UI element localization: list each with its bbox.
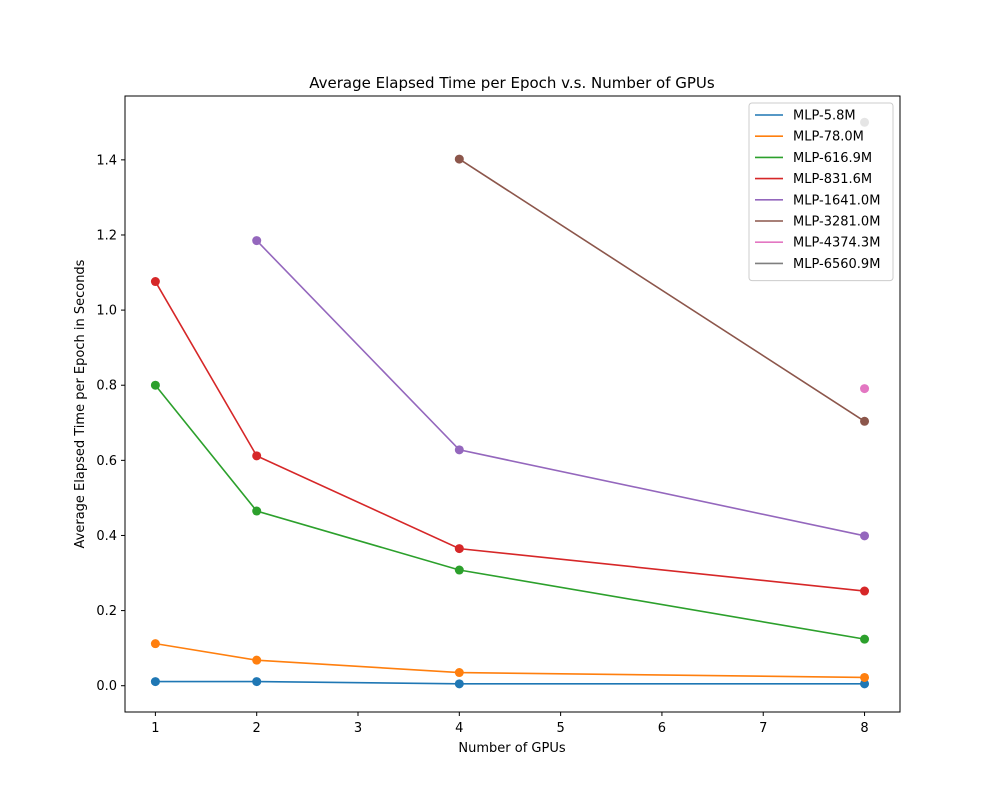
data-point xyxy=(454,679,464,689)
data-point xyxy=(454,544,464,554)
x-tick-label: 4 xyxy=(455,721,463,736)
series-line xyxy=(154,281,865,592)
data-point xyxy=(860,634,870,644)
y-tick-label: 1.4 xyxy=(96,153,117,168)
legend: MLP-5.8M MLP-78.0M MLP-616.9M MLP-831.6M MLP… xyxy=(748,102,894,282)
series-mlp-5-8m xyxy=(150,677,870,689)
data-point xyxy=(150,677,160,687)
legend-entry: MLP-78.0M xyxy=(793,130,864,145)
y-tick-label: 1.2 xyxy=(96,228,117,243)
y-tick-label: 0.2 xyxy=(96,604,117,619)
data-point xyxy=(860,672,870,682)
legend-entry: MLP-5.8M xyxy=(793,109,856,124)
data-point xyxy=(150,639,160,649)
series-line xyxy=(155,642,865,679)
data-point xyxy=(860,531,870,541)
plot-frame xyxy=(124,95,901,713)
data-point xyxy=(252,236,262,246)
data-point xyxy=(860,586,870,596)
x-tick-label: 3 xyxy=(354,721,362,736)
data-point xyxy=(252,677,262,687)
series-line xyxy=(458,158,865,422)
legend-entry: MLP-1641.0M xyxy=(793,193,880,208)
series-line xyxy=(154,384,865,640)
series-mlp-4374-3m xyxy=(860,384,870,394)
series-mlp-1641-0m xyxy=(252,236,870,541)
plot-area xyxy=(150,117,870,689)
x-tick-label: 1 xyxy=(151,721,159,736)
x-tick-label: 6 xyxy=(658,721,666,736)
data-point xyxy=(252,506,262,516)
axis-ticks: 1 2 3 4 5 6 7 8 0.0 0.2 0.4 0.6 0.8 1.0 1.2 1.4 xyxy=(96,153,868,736)
data-point xyxy=(252,451,262,461)
series-mlp-831-6m xyxy=(150,277,870,596)
legend-entry: MLP-4374.3M xyxy=(793,236,880,251)
data-point xyxy=(860,384,870,394)
series-mlp-78-0m xyxy=(150,639,870,682)
y-axis-label: Average Elapsed Time per Epoch in Second… xyxy=(73,259,88,548)
x-axis-label: Number of GPUs xyxy=(458,741,565,756)
legend-entry: MLP-616.9M xyxy=(793,151,872,166)
series-mlp-616-9m xyxy=(150,380,870,644)
legend-entry: MLP-6560.9M xyxy=(793,257,880,272)
y-tick-label: 0.6 xyxy=(96,454,117,469)
series-line xyxy=(155,680,865,685)
data-point xyxy=(454,565,464,575)
y-tick-label: 0.0 xyxy=(96,679,117,694)
y-tick-label: 0.8 xyxy=(96,379,117,394)
data-point xyxy=(860,679,870,689)
x-tick-label: 5 xyxy=(556,721,564,736)
series-mlp-3281-0m xyxy=(454,154,870,426)
data-point xyxy=(454,154,464,164)
data-point xyxy=(454,668,464,678)
y-tick-label: 1.0 xyxy=(96,304,117,319)
legend-entry: MLP-3281.0M xyxy=(793,215,880,230)
legend-entry: MLP-831.6M xyxy=(793,172,872,187)
chart-title: Average Elapsed Time per Epoch v.s. Numb… xyxy=(309,74,715,92)
data-point xyxy=(150,277,160,287)
data-point xyxy=(454,445,464,455)
legend-box xyxy=(748,102,894,282)
x-tick-label: 8 xyxy=(860,721,868,736)
y-tick-label: 0.4 xyxy=(96,529,117,544)
x-tick-label: 7 xyxy=(759,721,767,736)
data-point xyxy=(860,416,870,426)
data-point xyxy=(150,380,160,390)
data-point xyxy=(252,655,262,665)
x-tick-label: 2 xyxy=(253,721,261,736)
